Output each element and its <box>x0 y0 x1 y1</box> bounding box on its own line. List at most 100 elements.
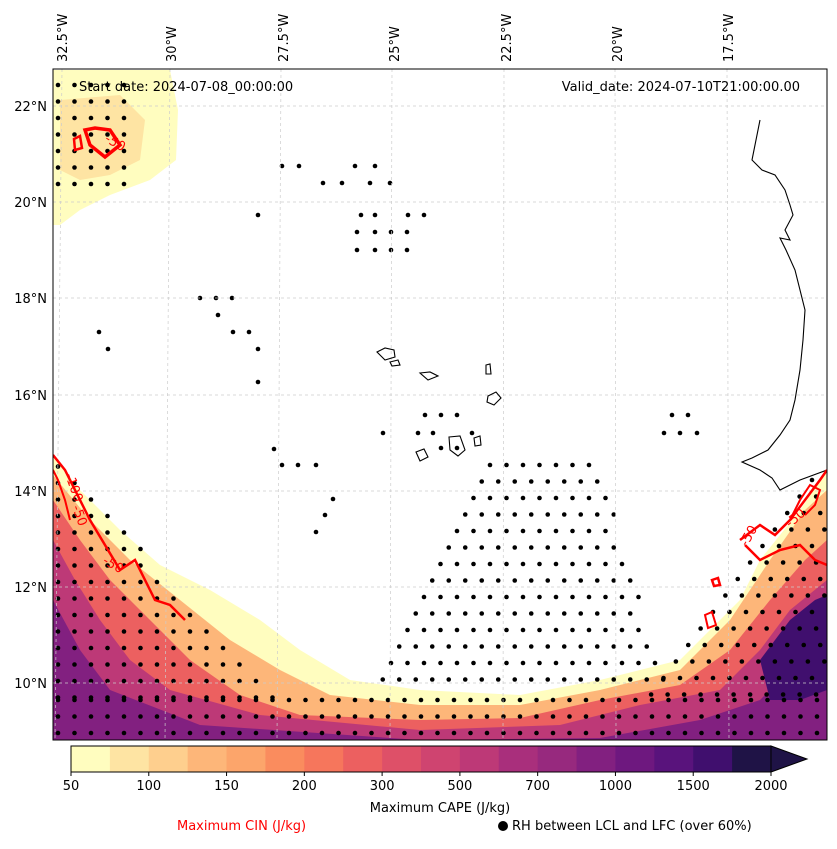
rh-dot <box>512 611 518 616</box>
rh-dot <box>303 714 308 719</box>
rh-dot <box>446 578 452 583</box>
rh-dot <box>454 627 460 633</box>
rh-dot <box>55 730 61 736</box>
rh-dot <box>55 165 61 170</box>
rh-dot <box>88 181 94 187</box>
colorbar-tick-label: 200 <box>292 779 317 794</box>
rh-dot <box>72 629 77 634</box>
rh-dot <box>415 430 421 436</box>
colorbar-swatch <box>693 746 733 772</box>
cin-contours <box>53 126 827 630</box>
rh-dot <box>154 714 160 719</box>
rh-dot <box>55 181 61 187</box>
rh-dot <box>594 677 600 682</box>
rh-dot <box>537 594 542 600</box>
rh-dot <box>336 697 341 703</box>
colorbar-border <box>70 745 772 773</box>
rh-dot <box>385 730 391 736</box>
lon-label-22-5w: 22.5°W <box>500 14 515 62</box>
rh-dot <box>204 662 209 667</box>
rh-dot <box>121 82 127 88</box>
rh-dot <box>694 430 700 436</box>
rh-dot <box>121 148 127 154</box>
rh-dot <box>600 714 605 719</box>
rh-dot <box>121 165 127 170</box>
colorbar-swatch <box>537 746 578 772</box>
rh-dot <box>72 546 77 552</box>
rh-dot <box>154 645 160 651</box>
rh-dot <box>462 578 468 583</box>
rh-dot <box>55 82 61 88</box>
rh-dot <box>561 479 567 484</box>
colorbar-tick-label: 1000 <box>599 779 632 794</box>
rh-dot <box>690 659 695 664</box>
rh-dot <box>171 695 176 700</box>
rh-dot <box>553 627 559 633</box>
rh-dot <box>462 644 468 649</box>
cin-contour-se-dot2 <box>703 610 718 630</box>
rh-dot <box>793 609 798 615</box>
rh-dot <box>204 695 209 700</box>
rh-dot <box>603 528 608 534</box>
rh-dot <box>644 644 650 649</box>
rh-dot <box>421 627 427 633</box>
rh-dot <box>545 611 551 616</box>
rh-dot <box>286 714 292 719</box>
rh-dot <box>72 596 77 601</box>
rh-dot <box>747 692 753 697</box>
rh-dot <box>484 730 490 736</box>
colorbar-swatch <box>304 746 344 772</box>
lat-label-12n: 12°N <box>14 581 47 596</box>
rh-dot <box>88 115 94 121</box>
island-sal <box>485 363 492 375</box>
rh-dot <box>380 677 386 682</box>
rh-dot <box>55 629 61 634</box>
rh-dot <box>603 561 608 567</box>
colorbar-swatch <box>187 746 228 772</box>
rh-dot <box>396 677 402 682</box>
rh-dot <box>528 677 534 682</box>
rh-dot <box>545 644 551 649</box>
rh-dot <box>537 495 542 501</box>
rh-dot <box>735 576 741 582</box>
rh-dot <box>561 644 567 649</box>
rh-dot <box>520 594 526 600</box>
rh-dot <box>517 714 523 719</box>
rh-dot <box>699 714 704 719</box>
rh-dot <box>354 247 360 253</box>
rh-dot <box>88 82 94 88</box>
rh-dot <box>699 730 704 736</box>
rh-dot <box>187 629 193 634</box>
rh-dot <box>660 677 666 682</box>
rh-dot <box>793 675 798 681</box>
island-boa-vista <box>486 391 502 406</box>
rh-dot <box>270 730 275 736</box>
rh-dot <box>187 678 193 684</box>
rh-dot <box>764 626 769 631</box>
rh-dot <box>336 730 341 736</box>
rh-dot <box>764 560 769 565</box>
rh-dot <box>468 714 473 719</box>
cin-contour-se-inner <box>744 543 827 567</box>
rh-dot <box>171 645 176 651</box>
lon-label-17-5w: 17.5°W <box>722 14 737 62</box>
rh-dot <box>295 462 301 468</box>
rh-dot <box>105 563 110 568</box>
colorbar-swatch <box>148 746 189 772</box>
rh-dot <box>814 714 820 719</box>
rh-dot <box>55 99 61 104</box>
rh-dot <box>88 563 94 568</box>
rh-dot <box>561 545 567 550</box>
rh-dot <box>352 714 358 719</box>
rh-dot <box>88 678 94 684</box>
rh-dot <box>88 579 94 585</box>
rh-dot <box>121 99 127 104</box>
rh-dot <box>105 730 110 736</box>
rh-dot <box>747 626 753 631</box>
rh-dot <box>429 677 435 682</box>
rh-dot <box>809 675 815 681</box>
rh-dot <box>715 730 721 736</box>
rh-dot <box>72 662 77 667</box>
rh-dot <box>495 677 501 682</box>
rh-dot <box>550 697 556 703</box>
